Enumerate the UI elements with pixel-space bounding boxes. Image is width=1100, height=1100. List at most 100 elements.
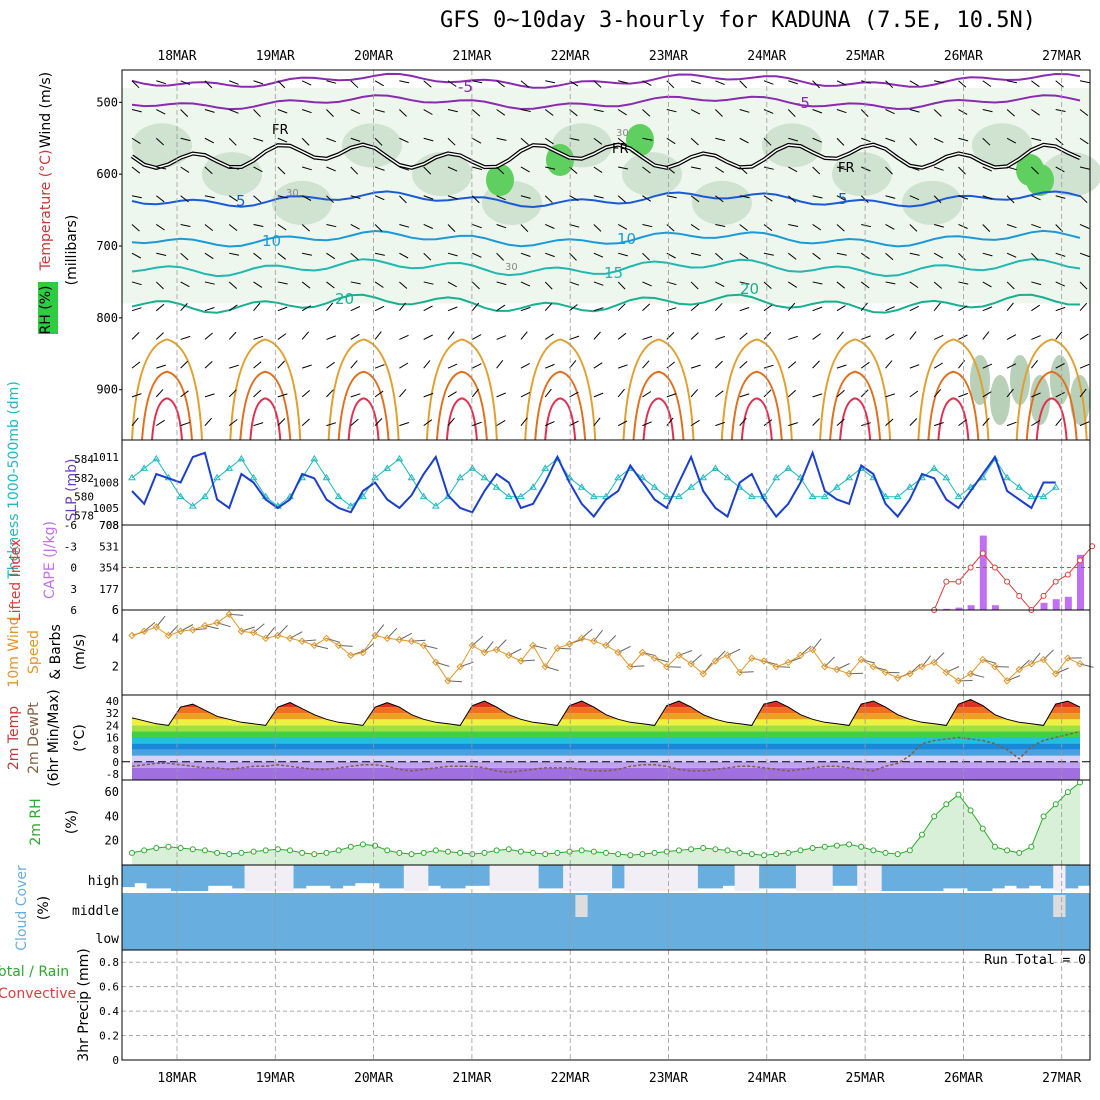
- cloud-row-high: high: [88, 874, 119, 889]
- wind-barb: [544, 281, 553, 290]
- cloud-high-bar: [318, 865, 331, 886]
- wind-barb: [520, 391, 531, 398]
- cloud-high-clear: [648, 865, 662, 891]
- lifted-index-point: [1040, 592, 1047, 599]
- temp-band: [132, 767, 1080, 780]
- wind-barb: [399, 281, 408, 289]
- wind-barb: [1031, 109, 1040, 116]
- wind-speed-point: [225, 610, 233, 618]
- temp-contour-15: [131, 258, 1081, 278]
- wind-barb: [423, 137, 434, 142]
- wind-barb: [642, 252, 650, 261]
- thickness-point: [747, 492, 756, 500]
- lifted-index-tick: 3: [70, 583, 77, 596]
- wind-barb: [423, 360, 431, 369]
- lifted-index-point: [1077, 557, 1083, 564]
- wind-barb: [763, 281, 772, 289]
- cape-bar: [991, 605, 999, 610]
- thickness-point: [954, 492, 963, 500]
- wind-barb: [982, 306, 993, 312]
- precip-axis-label: 3hr Precip (mm): [76, 948, 92, 1061]
- thickness-point: [1003, 473, 1011, 481]
- temp-contour-minus5b: [131, 94, 1081, 111]
- wind-barb: [617, 281, 626, 290]
- wind-barb: [715, 80, 725, 86]
- contour-label: 5: [838, 190, 848, 208]
- rh-point: [858, 843, 865, 850]
- rh-tick: 40: [105, 809, 119, 823]
- wind-barb: [399, 334, 409, 340]
- wind-barb: [642, 303, 651, 312]
- rh-point: [651, 849, 658, 856]
- wind-barb: [1031, 195, 1041, 201]
- cloud-high-clear: [587, 865, 601, 891]
- wind-barb: [788, 281, 797, 288]
- wind-barb: [690, 252, 701, 256]
- wind-barb: [1055, 363, 1065, 369]
- wind-barb: [1031, 223, 1041, 229]
- wind-barb: [180, 195, 189, 203]
- wind-barb: [569, 80, 579, 87]
- wind-barb: [593, 331, 601, 340]
- wind-barb: [885, 80, 894, 89]
- wind-barb: [155, 303, 165, 312]
- wind-barb: [569, 420, 579, 427]
- minmax-axis-label: (6hr Min/Max): [46, 689, 62, 786]
- wind-barb: [228, 281, 238, 289]
- wind-barb: [423, 109, 433, 115]
- wind-barb: [666, 361, 676, 369]
- millibars-axis-label: (millibars): [64, 215, 80, 286]
- wind-barb: [277, 393, 288, 398]
- thickness-tick: 580: [74, 491, 94, 504]
- wind-barb: [763, 304, 773, 312]
- wind-barb: [472, 252, 482, 258]
- wind-barb: [715, 303, 723, 312]
- wind-speed-point: [796, 651, 805, 660]
- wind-barb: [593, 252, 604, 258]
- wind-barb: [1055, 391, 1065, 398]
- contour-label: 30: [616, 128, 629, 139]
- wind-barb: [1079, 281, 1088, 290]
- wind-barb: [690, 166, 702, 170]
- cape-tick: 708: [99, 519, 119, 532]
- wind-barb: [399, 252, 409, 259]
- wind-barb: [496, 223, 507, 229]
- wind-barb: [618, 252, 628, 257]
- wind-barb: [447, 80, 457, 87]
- wind-barb: [958, 334, 968, 340]
- wind-barb: [787, 389, 797, 398]
- wind-speed-line: [131, 613, 1081, 682]
- wind-barb: [642, 391, 652, 398]
- cloud-high-clear: [489, 865, 503, 891]
- wind-barb: [399, 80, 410, 84]
- thickness-point: [905, 483, 914, 490]
- wind-barb: [156, 419, 165, 427]
- wind-barb: [909, 109, 920, 113]
- rh-point: [615, 851, 622, 858]
- wind-barb: [253, 252, 262, 260]
- rh-point: [1052, 801, 1059, 808]
- rh-point: [445, 848, 451, 855]
- wind-barb: [374, 195, 385, 201]
- wind-barb: [545, 224, 555, 229]
- wind-speed-point: [419, 641, 428, 650]
- wind-speed-point: [979, 655, 987, 664]
- wind-barb: [958, 419, 967, 427]
- cloud-high-bar: [918, 865, 932, 891]
- temp-band: [132, 743, 1080, 750]
- wind-speed-point: [517, 657, 525, 665]
- thickness-point: [1039, 492, 1048, 500]
- thickness-point: [152, 454, 161, 462]
- wind-barb: [180, 421, 191, 427]
- precip-tick: 0: [112, 1054, 119, 1067]
- wind-barb: [350, 80, 359, 89]
- wind-barb: [909, 252, 920, 256]
- contour-label: 10: [617, 230, 636, 248]
- wind-barb: [739, 109, 750, 113]
- wind-barb: [156, 364, 166, 369]
- thickness-point: [650, 483, 659, 490]
- wind-barb: [1031, 80, 1040, 88]
- temp-contour-25: [524, 338, 597, 441]
- contour-label: 5: [236, 192, 246, 210]
- wind-barb: [933, 137, 944, 143]
